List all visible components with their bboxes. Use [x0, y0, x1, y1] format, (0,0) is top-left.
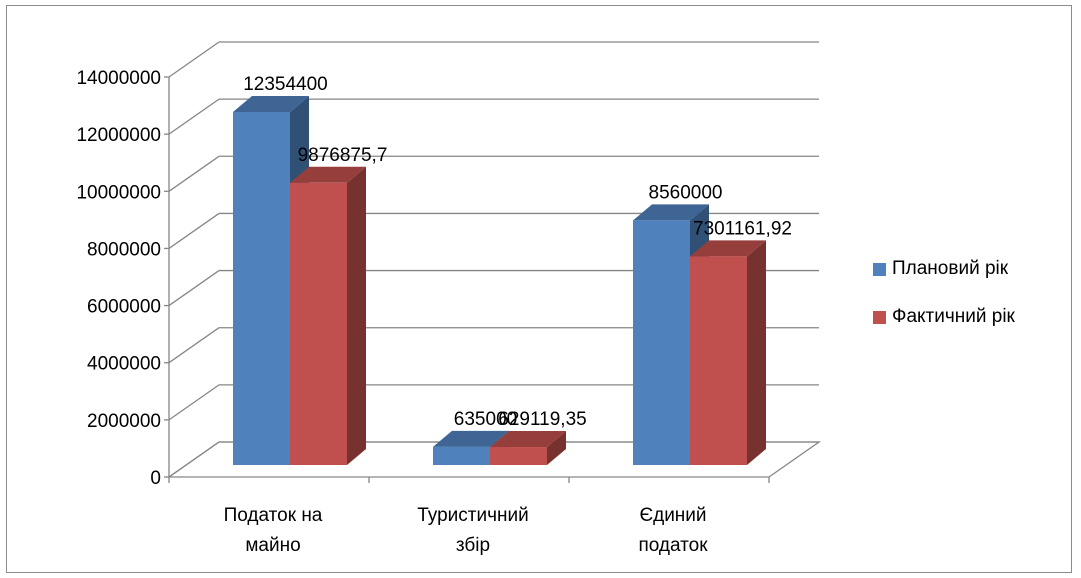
x-tick-label: Туристичний збір — [417, 505, 528, 556]
data-label: 12354400 — [243, 74, 328, 95]
side-gridline — [168, 327, 220, 364]
side-gridline — [168, 212, 220, 249]
bar — [233, 112, 290, 465]
legend-label-series-2: Фактичний рік — [892, 306, 1015, 327]
data-label: 7301161,92 — [693, 218, 792, 239]
side-gridline — [168, 270, 220, 307]
bars — [233, 96, 766, 465]
y-tick-label: 12000000 — [76, 125, 161, 146]
bar — [690, 256, 747, 465]
side-gridline — [168, 41, 220, 78]
bar-top — [633, 204, 709, 221]
bar-top — [490, 431, 566, 448]
bar — [433, 446, 490, 465]
legend-item-series-1: Плановий рік — [873, 257, 1015, 281]
y-tick-label: 14000000 — [76, 68, 161, 89]
legend-swatch-series-1 — [873, 262, 886, 276]
x-tick-label: Єдиний податок — [638, 505, 708, 556]
y-tick-label: 6000000 — [87, 297, 161, 318]
bar-side — [547, 431, 566, 465]
legend: Плановий рік Фактичний рік — [873, 257, 1015, 353]
bar-top — [233, 96, 309, 113]
bar — [490, 447, 547, 465]
legend-swatch-series-2 — [873, 310, 886, 324]
side-gridline — [168, 98, 220, 135]
y-tick-label: 2000000 — [87, 411, 161, 432]
bar-top — [433, 430, 509, 447]
data-label: 9876875,7 — [298, 145, 388, 166]
y-tick-label: 4000000 — [87, 354, 161, 375]
data-label: 629119,35 — [498, 409, 586, 430]
side-gridline — [168, 155, 220, 192]
legend-label-series-1: Плановий рік — [892, 258, 1009, 279]
y-tick-label: 8000000 — [87, 239, 161, 260]
bar-side — [747, 240, 766, 465]
data-label: 8560000 — [649, 182, 723, 203]
x-tick-label: Податок на майно — [224, 505, 323, 556]
y-tick-label: 10000000 — [76, 182, 161, 203]
side-gridline — [168, 384, 220, 421]
labels: 0 2000000 4000000 6000000 8000000 10000000 120… — [76, 68, 792, 556]
bar — [290, 182, 347, 465]
data-label: 635000 — [454, 409, 517, 430]
bar-side — [347, 166, 366, 465]
axes — [164, 76, 822, 483]
y-tick-label: 0 — [150, 468, 161, 489]
bar-top — [290, 166, 366, 183]
bar-top — [690, 240, 766, 257]
bar — [633, 220, 690, 465]
legend-item-series-2: Фактичний рік — [873, 305, 1015, 329]
